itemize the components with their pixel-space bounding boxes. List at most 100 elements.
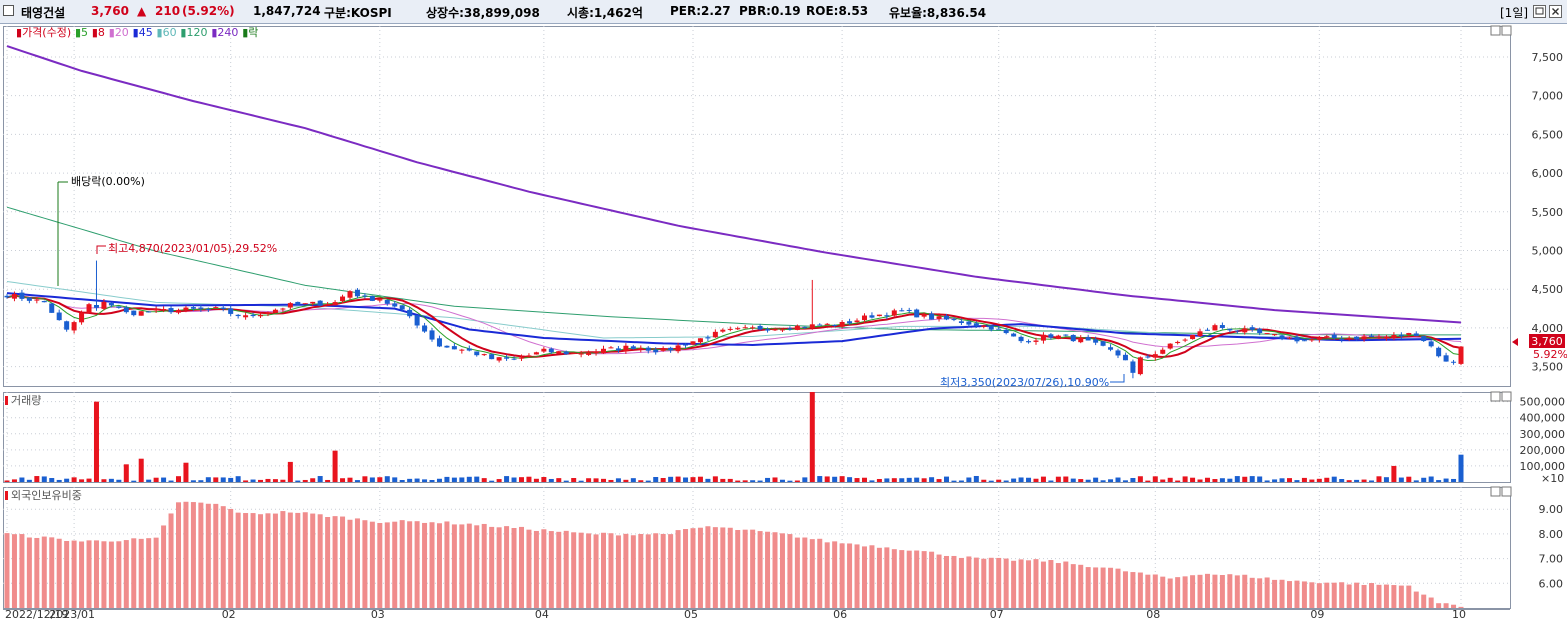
volume-bar — [794, 480, 800, 482]
market-cap: 시총:1,462억 — [567, 6, 643, 20]
volume-bar — [1346, 480, 1352, 482]
foreign-bar — [235, 512, 241, 608]
volume-bar — [1048, 480, 1054, 482]
candle-body — [235, 314, 241, 317]
panel-close-icon[interactable] — [1501, 486, 1512, 497]
candle-body — [146, 311, 152, 313]
candle-body — [56, 312, 62, 321]
candle-body — [996, 328, 1002, 330]
foreign-bar — [332, 516, 338, 608]
volume-bar — [720, 478, 726, 482]
volume-bar — [1428, 476, 1434, 482]
price-pointer-icon — [1512, 338, 1518, 346]
candle-body — [1145, 356, 1151, 358]
candle-body — [1436, 347, 1442, 357]
panel-close-icon[interactable] — [1501, 391, 1512, 402]
foreign-bar — [861, 546, 867, 608]
foreign-bar — [1361, 584, 1367, 608]
legend-item-label: 8 — [98, 26, 105, 39]
foreign-bar — [1458, 606, 1464, 608]
volume-bar — [228, 477, 234, 482]
volume-bar — [630, 478, 636, 482]
volume-bar — [832, 476, 838, 482]
close-icon-glyph — [1552, 8, 1559, 15]
volume-bar — [757, 480, 763, 482]
panel-maximize-icon[interactable] — [1490, 391, 1501, 402]
volume-bar — [1272, 479, 1278, 482]
volume-bar — [317, 476, 323, 482]
candle-body — [690, 341, 696, 345]
foreign-bar — [1063, 561, 1069, 608]
foreign-bar — [899, 550, 905, 608]
candle-body — [1272, 334, 1278, 336]
roe-value: ROE:8.53 — [806, 4, 869, 18]
volume-bar — [213, 477, 219, 482]
change-up-icon: ▲ — [137, 4, 147, 18]
candle-body — [869, 315, 875, 318]
candle-body — [1190, 335, 1196, 340]
per-value: PER:2.27 — [670, 4, 731, 18]
panel-maximize-icon[interactable] — [1490, 25, 1501, 36]
candle-body — [4, 295, 10, 298]
high-label: 최고4,870(2023/01/05),29.52% — [108, 242, 277, 255]
foreign-bar — [1212, 574, 1218, 608]
volume-bar — [914, 477, 920, 482]
legend-item-label: 20 — [115, 26, 129, 39]
candle-body — [586, 352, 592, 355]
candle-body — [19, 292, 25, 299]
foreign-bar — [11, 534, 17, 608]
period-selector[interactable]: [1일] — [1500, 6, 1529, 20]
candle-body — [220, 307, 226, 310]
x-tick-label: 02 — [222, 608, 236, 621]
foreign-bar — [1279, 579, 1285, 608]
candle-body — [1361, 336, 1367, 340]
candle-body — [1018, 336, 1024, 342]
price-tick-label: 5,500 — [1532, 206, 1564, 219]
candle-body — [891, 310, 897, 316]
volume-bar — [929, 477, 935, 482]
candle-body — [205, 309, 211, 311]
select-checkbox[interactable] — [3, 5, 14, 16]
volume-bar — [168, 480, 174, 482]
candle-body — [49, 303, 55, 313]
volume-bar — [451, 477, 457, 482]
foreign-bar — [1108, 567, 1114, 608]
foreign-bar — [287, 512, 293, 608]
restore-icon[interactable] — [1533, 5, 1546, 18]
candle-body — [608, 347, 614, 349]
legend-swatch-icon: ▮ — [16, 26, 22, 39]
foreign-bar — [578, 532, 584, 608]
foreign-bar — [504, 526, 510, 608]
current-price: 3,760 — [91, 4, 129, 18]
foreign-bar — [623, 533, 629, 608]
candle-body — [302, 303, 308, 305]
volume-bar — [1227, 478, 1233, 482]
foreign-bar — [660, 533, 666, 608]
candle-body — [593, 351, 599, 354]
volume-bar — [347, 477, 353, 482]
candle-body — [988, 325, 994, 330]
ma240-line — [6, 45, 1462, 324]
candle-body — [1026, 341, 1032, 343]
foreign-bar — [936, 554, 942, 608]
candle-body — [541, 348, 547, 352]
panel-maximize-icon[interactable] — [1490, 486, 1501, 497]
candle-body — [451, 346, 457, 350]
pbr-value: PBR:0.19 — [739, 4, 801, 18]
candle-body — [802, 326, 808, 328]
volume-bar — [601, 478, 607, 482]
foreign-bar — [220, 506, 226, 608]
foreign-bar — [1175, 577, 1181, 608]
foreign-bar — [988, 557, 994, 608]
volume-bar — [49, 478, 55, 482]
panel-close-icon[interactable] — [1501, 25, 1512, 36]
volume-bar — [340, 478, 346, 482]
volume-bar — [4, 480, 10, 482]
foreign-bar — [459, 524, 465, 608]
volume-bar — [1361, 479, 1367, 482]
foreign-bar — [384, 522, 390, 608]
foreign-bar — [1264, 577, 1270, 608]
foreign-bar — [116, 541, 122, 608]
legend-item-label: 락 — [248, 26, 258, 39]
volume-bar — [1301, 477, 1307, 482]
